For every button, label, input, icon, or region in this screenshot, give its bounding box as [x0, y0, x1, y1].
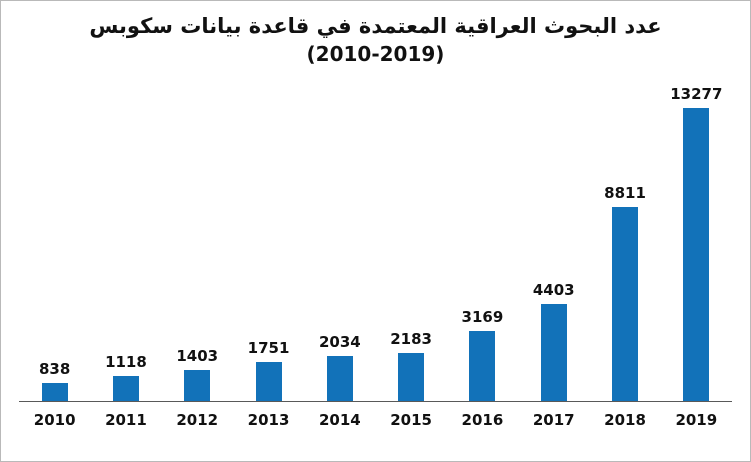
value-label: 1403 [176, 347, 219, 366]
x-axis-label: 2016 [461, 411, 504, 430]
chart-title: عدد البحوث العراقية المعتمدة في قاعدة بي… [89, 14, 662, 38]
bar [255, 362, 282, 402]
value-label: 3169 [461, 308, 504, 327]
bar [326, 356, 353, 402]
x-axis-label: 2013 [247, 411, 290, 430]
bar [469, 331, 496, 402]
value-label: 4403 [532, 281, 575, 300]
bar-column: 1403 [162, 347, 233, 402]
value-label: 2183 [390, 330, 432, 349]
plot-area: 838 1118 1403 1751 2034 2183 3169 4403 8811 13277 [19, 80, 732, 403]
bar-column: 3169 [447, 308, 518, 402]
bar [398, 353, 425, 402]
value-label: 8811 [604, 184, 646, 203]
bar [540, 304, 567, 402]
x-axis-label: 2015 [390, 411, 432, 430]
bar-column: 2034 [304, 333, 375, 402]
value-label: 2034 [318, 333, 361, 352]
x-axis-label: 2018 [604, 411, 646, 430]
bar-column: 1751 [233, 339, 304, 402]
x-axis: 2010 2011 2012 2013 2014 2015 2016 2017 2018 2019 [19, 402, 732, 429]
x-axis-label: 2011 [105, 411, 147, 430]
x-axis-label: 2012 [176, 411, 219, 430]
value-label: 1751 [247, 339, 290, 358]
chart-subtitle: (2010-2019) [306, 42, 445, 67]
value-label: 13277 [670, 85, 723, 104]
chart-title-block: عدد البحوث العراقية المعتمدة في قاعدة بي… [1, 1, 750, 68]
x-axis-label: 2014 [318, 411, 361, 430]
bar-column: 1118 [90, 353, 161, 402]
bar-column: 8811 [589, 184, 660, 402]
bar-column: 4403 [518, 281, 589, 402]
x-axis-label: 2010 [33, 411, 76, 430]
bar-column: 2183 [375, 330, 446, 402]
bar [184, 370, 211, 402]
bar [612, 207, 639, 402]
bar-column: 838 [19, 360, 90, 402]
bar [112, 376, 139, 402]
bar-column: 13277 [661, 85, 732, 402]
x-axis-label: 2019 [675, 411, 718, 430]
value-label: 1118 [105, 353, 147, 372]
bar [683, 108, 710, 402]
x-axis-label: 2017 [532, 411, 575, 430]
bar [41, 383, 68, 402]
value-label: 838 [38, 360, 71, 379]
